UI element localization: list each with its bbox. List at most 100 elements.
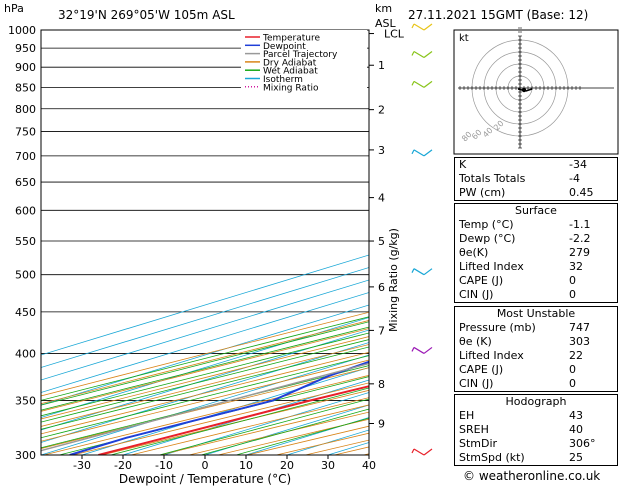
datetime: 27.11.2021 15GMT (Base: 12) xyxy=(408,8,588,22)
row-label: θe(K) xyxy=(459,246,489,259)
x-axis-label: Dewpoint / Temperature (°C) xyxy=(119,472,291,486)
dry-adiabat xyxy=(41,311,369,397)
pressure-tick-label: 650 xyxy=(15,176,36,189)
row-value: 0 xyxy=(569,377,576,390)
row-label: SREH xyxy=(459,423,489,436)
surface-title: Surface xyxy=(455,203,617,218)
storm-motion-marker xyxy=(521,87,527,93)
table-row: K -34 xyxy=(455,158,617,172)
isotherm xyxy=(122,379,369,455)
wet-adiabat xyxy=(41,316,369,401)
row-label: CAPE (J) xyxy=(459,274,504,287)
km-tick-label: 1 xyxy=(378,59,385,72)
row-label: Dewp (°C) xyxy=(459,232,516,245)
indices-table: K -34 Totals Totals -4 PW (cm) 0.45 xyxy=(454,157,618,201)
hodograph-trace xyxy=(517,88,533,92)
km-tick-label: 9 xyxy=(378,418,385,431)
pressure-tick-label: 850 xyxy=(15,81,36,94)
row-label: CIN (J) xyxy=(459,288,494,301)
legend-label: Mixing Ratio xyxy=(263,83,319,93)
row-label: Temp (°C) xyxy=(459,218,514,231)
row-label: K xyxy=(459,158,467,171)
row-value: 40 xyxy=(569,423,583,436)
legend-label: Parcel Trajectory xyxy=(263,50,338,60)
most-unstable-table: Most Unstable Pressure (mb) 747 θe (K) 303 L… xyxy=(454,306,618,392)
wet-adiabat xyxy=(41,321,369,406)
wind-barb xyxy=(411,346,433,354)
location-title: 32°19'N 269°05'W 105m ASL xyxy=(58,8,235,22)
row-value: 0 xyxy=(569,274,576,287)
hodograph-unit: kt xyxy=(459,33,469,44)
table-row: Pressure (mb) 747 xyxy=(455,321,617,335)
km-tick-label: 5 xyxy=(378,235,385,248)
pressure-tick-label: 750 xyxy=(15,126,36,139)
table-row: θe(K) 279 xyxy=(455,246,617,260)
temperature-tick-label: -10 xyxy=(155,459,173,472)
table-row: EH 43 xyxy=(455,409,617,423)
wind-barb xyxy=(411,23,433,31)
km-tick-label: 6 xyxy=(378,281,385,294)
legend-label: Wet Adiabat xyxy=(263,67,318,77)
legend-label: Temperature xyxy=(262,34,320,44)
row-label: Lifted Index xyxy=(459,349,524,362)
wind-barb xyxy=(411,51,433,59)
km-tick-label: 7 xyxy=(378,324,385,337)
row-label: StmDir xyxy=(459,437,498,450)
row-value: -2.2 xyxy=(569,232,591,245)
wind-barb xyxy=(411,268,433,276)
legend-label: Dry Adiabat xyxy=(263,58,317,68)
table-row: θe (K) 303 xyxy=(455,335,617,349)
row-label: PW (cm) xyxy=(459,186,506,199)
axes: 2346810152025300350400450500550600650700… xyxy=(8,24,405,472)
pressure-tick-label: 300 xyxy=(15,449,36,462)
row-value: 25 xyxy=(569,451,583,464)
table-row: PW (cm) 0.45 xyxy=(455,186,617,200)
background-lines xyxy=(41,30,369,455)
table-row: Totals Totals -4 xyxy=(455,172,617,186)
table-row: Temp (°C) -1.1 xyxy=(455,218,617,232)
row-label: Lifted Index xyxy=(459,260,524,273)
pressure-tick-label: 400 xyxy=(15,347,36,360)
row-value: 279 xyxy=(569,246,590,259)
row-label: CAPE (J) xyxy=(459,363,504,376)
table-row: CAPE (J) 0 xyxy=(455,363,617,377)
hpa-label: hPa xyxy=(4,2,24,15)
row-value: 306° xyxy=(569,437,596,450)
row-value: 0 xyxy=(569,363,576,376)
table-row: Dewp (°C) -2.2 xyxy=(455,232,617,246)
row-label: EH xyxy=(459,409,475,422)
row-value: 43 xyxy=(569,409,583,422)
table-row: CIN (J) 0 xyxy=(455,377,617,391)
wind-barb xyxy=(411,448,433,456)
temperature-tick-label: 20 xyxy=(280,459,294,472)
temperature-tick-label: 40 xyxy=(362,459,376,472)
pressure-tick-label: 1000 xyxy=(8,24,36,37)
table-row: CAPE (J) 0 xyxy=(455,274,617,288)
wind-barb xyxy=(411,80,433,88)
pressure-tick-label: 700 xyxy=(15,150,36,163)
table-row: Lifted Index 22 xyxy=(455,349,617,363)
km-tick-label: 3 xyxy=(378,144,385,157)
pressure-tick-label: 600 xyxy=(15,204,36,217)
pressure-tick-label: 450 xyxy=(15,306,36,319)
km-tick-label: LCL xyxy=(384,28,405,41)
row-value: 303 xyxy=(569,335,590,348)
row-label: Totals Totals xyxy=(459,172,526,185)
dry-adiabat xyxy=(41,320,369,405)
table-row: StmSpd (kt) 25 xyxy=(455,451,617,465)
wet-adiabat xyxy=(41,332,369,417)
isotherm xyxy=(81,367,369,455)
wet-adiabat xyxy=(41,326,369,411)
row-label: StmSpd (kt) xyxy=(459,451,525,464)
pressure-tick-label: 550 xyxy=(15,235,36,248)
km-tick-label: 4 xyxy=(378,192,385,205)
pressure-tick-label: 350 xyxy=(15,395,36,408)
most-unstable-title: Most Unstable xyxy=(455,306,617,321)
row-value: 32 xyxy=(569,260,583,273)
hodograph-table: Hodograph EH 43 SREH 40 StmDir 306° StmSpd (kt… xyxy=(454,394,618,466)
isotherm xyxy=(41,342,369,443)
pressure-tick-label: 500 xyxy=(15,269,36,282)
temperature-tick-label: 0 xyxy=(202,459,209,472)
